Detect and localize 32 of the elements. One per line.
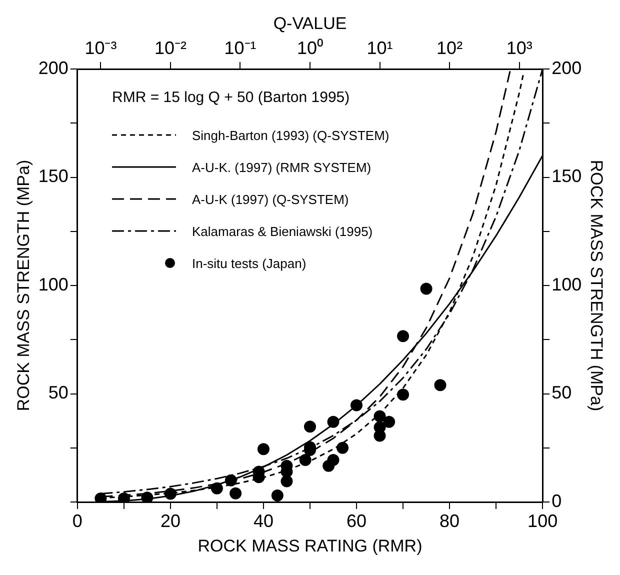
y-tick-label: 100 — [38, 274, 68, 294]
x-tick-label: 0 — [72, 510, 82, 531]
y2-tick-label: 150 — [552, 166, 582, 186]
x-tick-label: 40 — [253, 510, 274, 531]
x2-tick-label: 10³ — [506, 38, 532, 58]
y-tick-label: 200 — [38, 58, 68, 78]
x-tick-label: 80 — [440, 510, 460, 531]
y2-tick-label: 200 — [552, 58, 582, 78]
x2-tick-label: 10⁻² — [154, 38, 186, 58]
legend-label: In-situ tests (Japan) — [192, 256, 306, 270]
y-tick-label: 50 — [48, 382, 68, 403]
x-tick-label: 20 — [160, 510, 180, 531]
x2-tick-label: 10¹ — [366, 38, 393, 58]
legend-title: RMR = 15 log Q + 50 (Barton 1995) — [112, 89, 351, 106]
x-tick-label: 60 — [346, 510, 367, 531]
legend-label: Singh-Barton (1993) (Q-SYSTEM) — [192, 128, 390, 142]
y2-axis-title: ROCK MASS STRENGTH (MPa) — [587, 160, 606, 412]
x2-tick-label: 10⁻³ — [84, 38, 117, 58]
legend-label: A-U-K. (1997) (RMR SYSTEM) — [192, 160, 372, 174]
legend-label: Kalamaras & Bieniawski (1995) — [192, 224, 373, 238]
y2-tick-label: 50 — [552, 382, 572, 403]
y-tick-label: 150 — [38, 166, 68, 186]
x2-tick-label: 10⁻¹ — [224, 38, 256, 58]
x2-tick-label: 10⁰ — [296, 38, 324, 58]
y-axis-title: ROCK MASS STRENGTH (MPa) — [14, 160, 33, 412]
legend-label: A-U-K (1997) (Q-SYSTEM) — [192, 192, 349, 206]
x-tick-label: 100 — [528, 510, 558, 531]
x-axis-title: ROCK MASS RATING (RMR) — [198, 536, 422, 556]
x2-tick-label: 10² — [436, 38, 463, 58]
x2-axis-title: Q-VALUE — [273, 14, 347, 33]
y2-tick-label: 100 — [552, 274, 582, 294]
y2-tick-label: 0 — [552, 490, 562, 511]
